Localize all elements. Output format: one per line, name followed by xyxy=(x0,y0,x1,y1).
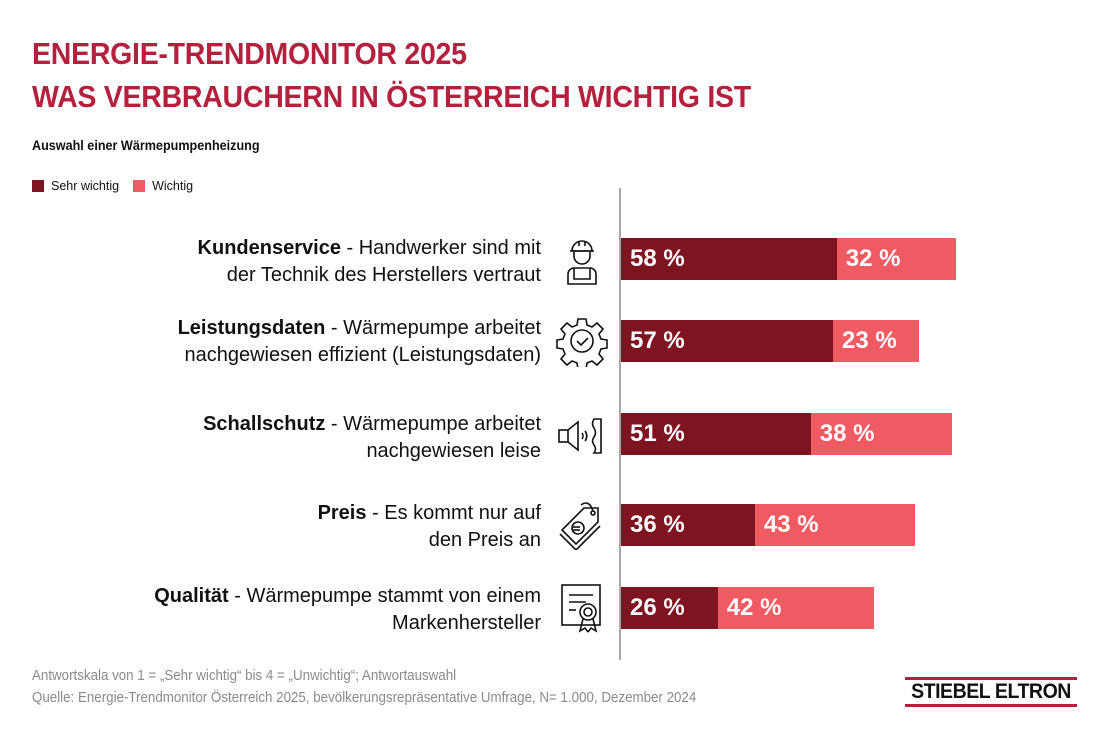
speaker-icon xyxy=(558,418,602,454)
legend-label-wichtig: Wichtig xyxy=(152,179,194,193)
category-label-schallschutz: Schallschutz - Wärmepumpe arbeitet nachg… xyxy=(203,411,541,465)
category-desc-line1: - Wärmepumpe arbeitet xyxy=(325,317,541,339)
category-name: Qualität xyxy=(154,585,229,607)
data-label: 26 % xyxy=(630,594,685,621)
bar-leistungsdaten-wichtig: 23 % xyxy=(833,320,919,362)
category-desc-line2: nachgewiesen effizient (Leistungsdaten) xyxy=(184,344,541,366)
category-name: Leistungsdaten xyxy=(177,317,326,339)
legend: Sehr wichtig Wichtig xyxy=(32,179,207,193)
category-name: Kundenservice xyxy=(197,237,341,259)
legend-label-sehr-wichtig: Sehr wichtig xyxy=(51,179,120,193)
data-label: 42 % xyxy=(726,594,782,621)
category-label-qualitaet: Qualität - Wärmepumpe stammt von einem M… xyxy=(154,583,541,637)
bar-qualitaet-wichtig: 42 % xyxy=(717,587,874,629)
data-label: 23 % xyxy=(842,327,897,354)
footnote-source: Quelle: Energie-Trendmonitor Österreich … xyxy=(32,690,697,706)
certificate-icon xyxy=(561,584,601,633)
data-label: 58 % xyxy=(630,245,685,272)
price-tag-euro-icon xyxy=(559,502,601,550)
logo-text: STIEBEL ELTRON xyxy=(911,680,1071,703)
category-desc-line2: der Technik des Herstellers vertraut xyxy=(226,264,541,286)
logo-top-line xyxy=(905,677,1077,680)
data-label: 43 % xyxy=(763,511,819,538)
data-label: 57 % xyxy=(630,327,685,354)
bar-preis-sehr-wichtig: 36 % xyxy=(621,504,755,546)
chart-title-line2: WAS VERBRAUCHERN IN ÖSTERREICH WICHTIG I… xyxy=(32,79,751,114)
category-desc-line1: - Es kommt nur auf xyxy=(366,502,541,524)
y-axis-line xyxy=(619,188,621,660)
category-label-preis: Preis - Es kommt nur auf den Preis an xyxy=(318,500,541,554)
data-label: 32 % xyxy=(845,245,901,272)
chart-subtitle: Auswahl einer Wärmepumpenheizung xyxy=(32,137,260,153)
chart-title-line1: ENERGIE-TRENDMONITOR 2025 xyxy=(32,36,467,71)
legend-item-sehr-wichtig: Sehr wichtig xyxy=(32,179,119,193)
data-label: 51 % xyxy=(630,420,685,447)
data-label: 36 % xyxy=(630,511,685,538)
bar-kundenservice-wichtig: 32 % xyxy=(836,238,956,280)
category-desc-line1: - Handwerker sind mit xyxy=(340,237,541,259)
bar-preis-wichtig: 43 % xyxy=(754,504,915,546)
legend-swatch-sehr-wichtig xyxy=(32,180,44,192)
legend-item-wichtig: Wichtig xyxy=(133,179,193,193)
category-name: Preis xyxy=(317,502,367,524)
bar-kundenservice-sehr-wichtig: 58 % xyxy=(621,238,837,280)
category-name: Schallschutz xyxy=(203,413,326,435)
category-desc-line1: - Wärmepumpe stammt von einem xyxy=(228,585,541,607)
category-desc-line2: den Preis an xyxy=(428,529,541,551)
legend-swatch-wichtig xyxy=(133,180,146,192)
bar-qualitaet-sehr-wichtig: 26 % xyxy=(621,587,718,629)
data-label: 38 % xyxy=(819,420,875,447)
bar-leistungsdaten-sehr-wichtig: 57 % xyxy=(621,320,834,362)
stiebel-eltron-logo: STIEBEL ELTRON xyxy=(905,677,1077,707)
logo-bottom-line xyxy=(905,704,1077,707)
bar-schallschutz-wichtig: 38 % xyxy=(810,413,953,455)
category-desc-line2: nachgewiesen leise xyxy=(366,440,541,462)
category-desc-line2: Markenhersteller xyxy=(392,612,541,634)
bar-schallschutz-sehr-wichtig: 51 % xyxy=(621,413,811,455)
category-desc-line1: - Wärmepumpe arbeitet xyxy=(325,413,541,435)
gear-check-icon xyxy=(556,318,608,367)
category-label-kundenservice: Kundenservice - Handwerker sind mit der … xyxy=(198,235,541,289)
worker-icon xyxy=(567,240,597,285)
footnote-scale: Antwortskala von 1 = „Sehr wichtig“ bis … xyxy=(32,668,457,684)
category-label-leistungsdaten: Leistungsdaten - Wärmepumpe arbeitet nac… xyxy=(178,315,541,369)
